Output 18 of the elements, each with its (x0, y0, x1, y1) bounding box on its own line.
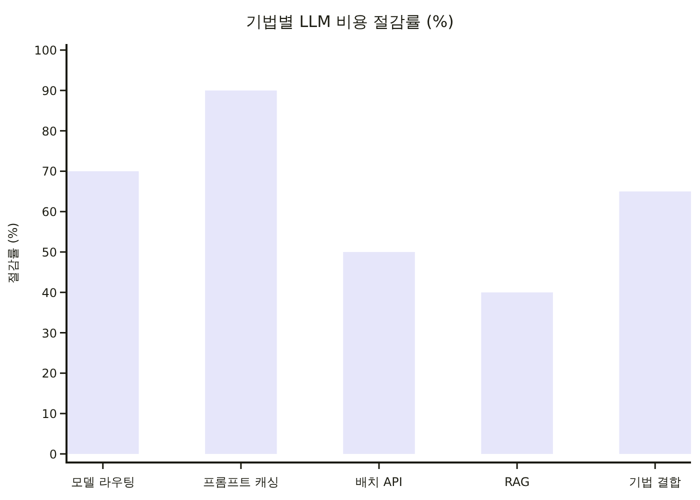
y-tick-label: 50 (42, 245, 57, 260)
y-tick-label: 30 (42, 326, 57, 340)
y-tick-label: 40 (42, 286, 57, 300)
x-tick-label: 기법 결합 (629, 475, 682, 489)
x-tick-label: RAG (504, 475, 530, 489)
y-tick-label: 10 (42, 407, 57, 422)
chart-title: 기법별 LLM 비용 절감률 (%) (246, 12, 454, 31)
x-tick-label: 모델 라우팅 (70, 475, 135, 489)
y-tick-label: 60 (42, 205, 57, 220)
x-tick-label: 배치 API (356, 475, 402, 489)
y-tick-label: 0 (49, 447, 57, 462)
y-axis-title: 절감률 (%) (6, 222, 20, 284)
y-tick-label: 80 (42, 124, 57, 138)
x-tick-label: 프롬프트 캐싱 (203, 475, 279, 489)
y-tick-label: 20 (42, 366, 57, 381)
y-tick-label: 100 (34, 44, 57, 58)
y-tick-label: 90 (42, 84, 57, 98)
y-tick-label: 70 (42, 164, 57, 179)
